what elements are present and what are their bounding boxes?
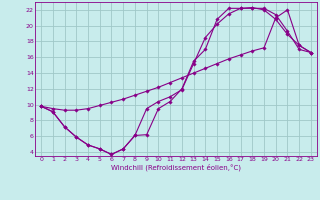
X-axis label: Windchill (Refroidissement éolien,°C): Windchill (Refroidissement éolien,°C) <box>111 164 241 171</box>
